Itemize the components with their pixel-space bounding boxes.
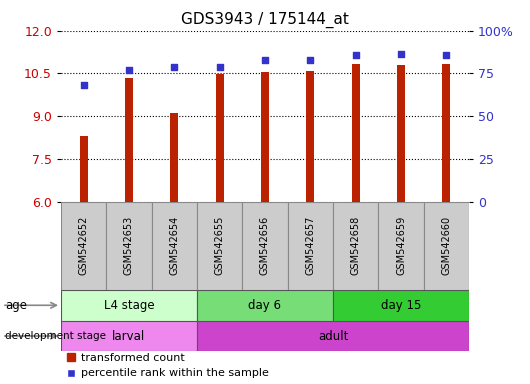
Bar: [333, 290, 469, 321]
Bar: [261, 72, 269, 202]
Bar: [61, 202, 107, 290]
Bar: [397, 65, 405, 202]
Bar: [443, 65, 450, 202]
Text: age: age: [5, 299, 28, 312]
Text: GSM542652: GSM542652: [78, 216, 89, 275]
Text: L4 stage: L4 stage: [104, 299, 154, 312]
Text: GSM542653: GSM542653: [124, 216, 134, 275]
Text: GSM542657: GSM542657: [305, 216, 315, 275]
Bar: [423, 202, 469, 290]
Text: day 15: day 15: [381, 299, 421, 312]
Point: [351, 51, 360, 58]
Bar: [152, 202, 197, 290]
Text: GSM542654: GSM542654: [169, 216, 179, 275]
Title: GDS3943 / 175144_at: GDS3943 / 175144_at: [181, 12, 349, 28]
Bar: [351, 65, 360, 202]
Point: [80, 82, 88, 88]
Text: larval: larval: [112, 329, 146, 343]
Bar: [242, 202, 288, 290]
Bar: [61, 290, 197, 321]
Bar: [333, 202, 378, 290]
Point: [442, 51, 450, 58]
Text: GSM542660: GSM542660: [441, 216, 452, 275]
Text: GSM542659: GSM542659: [396, 216, 406, 275]
Bar: [378, 202, 423, 290]
Point: [125, 67, 133, 73]
Text: development stage: development stage: [5, 331, 107, 341]
Bar: [80, 136, 87, 202]
Text: GSM542655: GSM542655: [215, 216, 225, 275]
Bar: [197, 290, 333, 321]
Bar: [216, 74, 224, 202]
Bar: [306, 71, 314, 202]
Point: [215, 63, 224, 70]
Text: day 6: day 6: [249, 299, 281, 312]
Bar: [61, 321, 197, 351]
Text: GSM542656: GSM542656: [260, 216, 270, 275]
Bar: [288, 202, 333, 290]
Bar: [197, 321, 469, 351]
Point: [306, 57, 315, 63]
Point: [397, 51, 405, 57]
Point: [170, 65, 179, 71]
Bar: [170, 113, 179, 202]
Bar: [197, 202, 242, 290]
Text: GSM542658: GSM542658: [351, 216, 361, 275]
Text: adult: adult: [318, 329, 348, 343]
Bar: [125, 78, 133, 202]
Bar: [107, 202, 152, 290]
Point: [261, 57, 269, 63]
Legend: transformed count, percentile rank within the sample: transformed count, percentile rank withi…: [66, 353, 269, 379]
